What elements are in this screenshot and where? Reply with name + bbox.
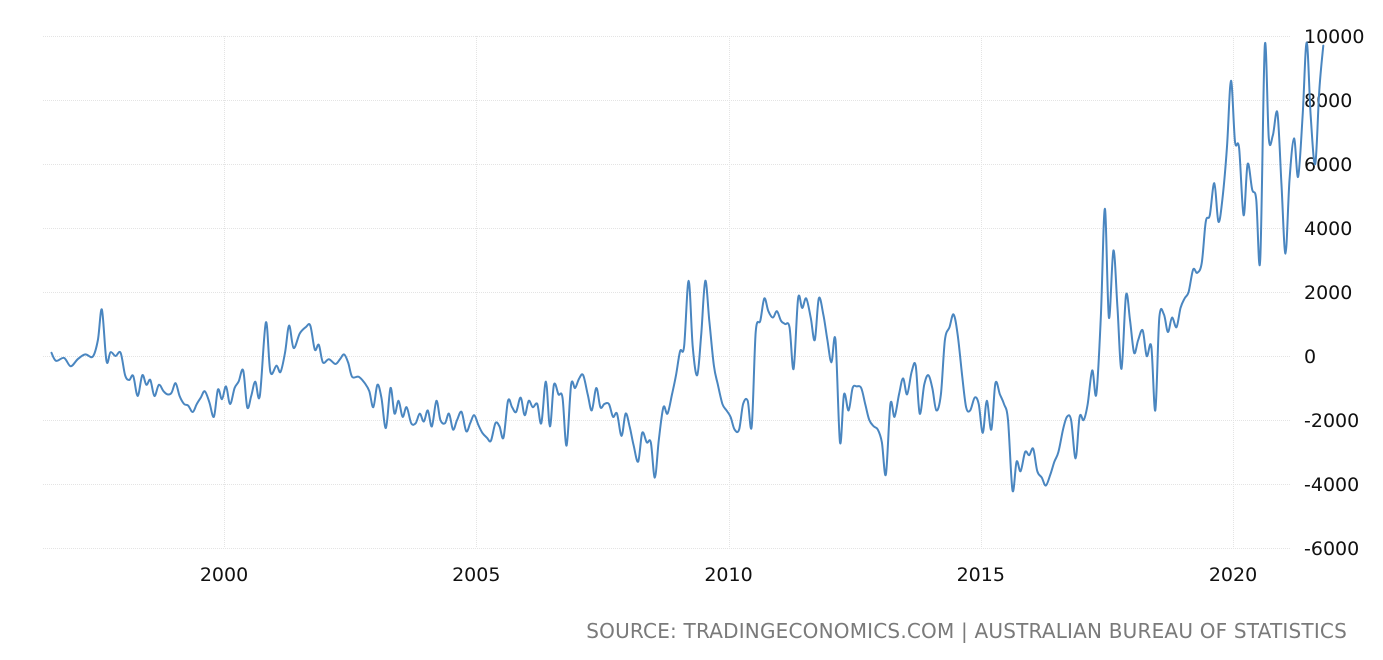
x-tick-label: 2000	[200, 564, 248, 586]
x-tick-label: 2020	[1209, 564, 1257, 586]
y-tick-label: 6000	[1304, 154, 1352, 176]
y-tick-label: 8000	[1304, 90, 1352, 112]
y-tick-label: -4000	[1304, 474, 1359, 496]
source-caption: SOURCE: TRADINGECONOMICS.COM | AUSTRALIA…	[586, 619, 1347, 643]
y-tick-label: 2000	[1304, 282, 1352, 304]
x-tick-label: 2015	[957, 564, 1005, 586]
x-tick-label: 2005	[452, 564, 500, 586]
y-tick-label: -2000	[1304, 410, 1359, 432]
grid-lines	[43, 36, 1290, 549]
x-tick-label: 2010	[704, 564, 752, 586]
y-axis-tick-labels: 10000 8000 6000 4000 2000 0 -2000 -4000 -6000	[1304, 26, 1364, 560]
series-layer	[50, 41, 1325, 493]
y-tick-label: -6000	[1304, 538, 1359, 560]
series-line	[50, 41, 1325, 493]
y-tick-label: 4000	[1304, 218, 1352, 240]
y-tick-label: 10000	[1304, 26, 1364, 48]
x-axis-tick-labels: 2000 2005 2010 2015 2020	[200, 564, 1257, 586]
y-tick-label: 0	[1304, 346, 1316, 368]
